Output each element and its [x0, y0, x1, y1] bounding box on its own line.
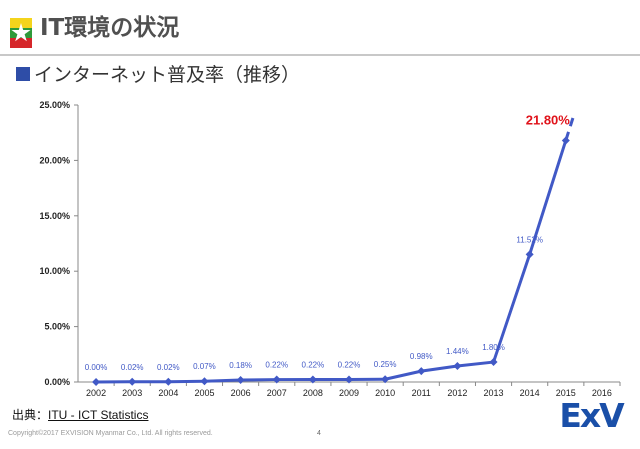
source-citation: 出典：ITU - ICT Statistics — [12, 406, 148, 423]
data-label: 0.02% — [121, 363, 144, 372]
myanmar-flag-icon — [10, 18, 32, 48]
x-tick-label: 2014 — [520, 388, 540, 398]
x-tick-label: 2016 — [592, 388, 612, 398]
data-label: 1.44% — [446, 347, 469, 356]
data-point-marker — [164, 377, 173, 386]
data-point-marker — [417, 367, 426, 376]
data-label: 0.18% — [229, 361, 252, 370]
x-tick-label: 2015 — [556, 388, 576, 398]
data-point-marker — [92, 378, 101, 386]
y-tick-label: 0.00% — [44, 377, 70, 387]
x-tick-label: 2006 — [231, 388, 251, 398]
exv-logo-text: ExV — [559, 396, 624, 435]
data-point-marker — [272, 375, 281, 384]
slide-subtitle: インターネット普及率（推移） — [34, 64, 301, 86]
exv-logo: ExV — [555, 394, 627, 438]
data-label: 1.80% — [482, 343, 505, 352]
data-point-marker — [308, 375, 317, 384]
data-point-marker — [489, 358, 498, 367]
x-tick-label: 2011 — [412, 388, 431, 398]
x-tick-label: 2007 — [267, 388, 287, 398]
data-label: 0.07% — [193, 362, 216, 371]
data-point-marker — [453, 362, 462, 371]
x-tick-label: 2010 — [375, 388, 395, 398]
x-tick-label: 2012 — [447, 388, 467, 398]
data-point-marker — [381, 375, 390, 384]
projection-dashed-line — [564, 117, 575, 141]
series-line — [96, 140, 568, 384]
y-tick-label: 5.00% — [44, 322, 70, 332]
data-point-marker — [200, 377, 209, 386]
data-label: 0.22% — [302, 361, 325, 370]
header-bar — [0, 0, 640, 52]
x-tick-label: 2009 — [339, 388, 359, 398]
x-tick-label: 2004 — [158, 388, 178, 398]
x-tick-label: 2013 — [484, 388, 504, 398]
internet-penetration-chart: 0.00% 5.00% 10.00% 15.00% 20.00% 25.00% 2002 20… — [39, 100, 621, 398]
slide-title: IT環境の状況 — [40, 15, 180, 41]
data-label: 0.02% — [157, 363, 180, 372]
highlight-data-label: 21.80% — [526, 112, 571, 127]
page-number: 4 — [317, 430, 321, 437]
source-prefix: 出典： — [12, 408, 49, 422]
data-label: 11.52% — [516, 235, 543, 244]
data-label: 0.22% — [265, 361, 288, 370]
y-tick-label: 10.00% — [39, 266, 70, 276]
data-label: 0.22% — [338, 361, 361, 370]
x-tick-label: 2005 — [194, 388, 214, 398]
data-point-marker — [128, 377, 137, 386]
data-point-marker — [236, 376, 245, 385]
copyright-notice: Copyright©2017 EXVISION Myanmar Co., Ltd… — [8, 430, 213, 437]
data-point-marker — [525, 250, 534, 259]
x-tick-label: 2008 — [303, 388, 323, 398]
title-divider — [0, 54, 640, 56]
y-tick-label: 15.00% — [39, 211, 70, 221]
data-label: 0.00% — [85, 363, 108, 372]
data-point-marker — [561, 136, 570, 145]
x-tick-label: 2002 — [86, 388, 106, 398]
data-label: 0.98% — [410, 352, 433, 361]
data-label: 0.25% — [374, 360, 397, 369]
data-point-marker — [345, 375, 353, 384]
y-tick-label: 25.00% — [39, 100, 70, 110]
source-link[interactable]: ITU - ICT Statistics — [48, 408, 149, 422]
y-tick-label: 20.00% — [39, 155, 70, 165]
x-tick-label: 2003 — [122, 388, 142, 398]
bullet-square-icon — [16, 67, 30, 81]
